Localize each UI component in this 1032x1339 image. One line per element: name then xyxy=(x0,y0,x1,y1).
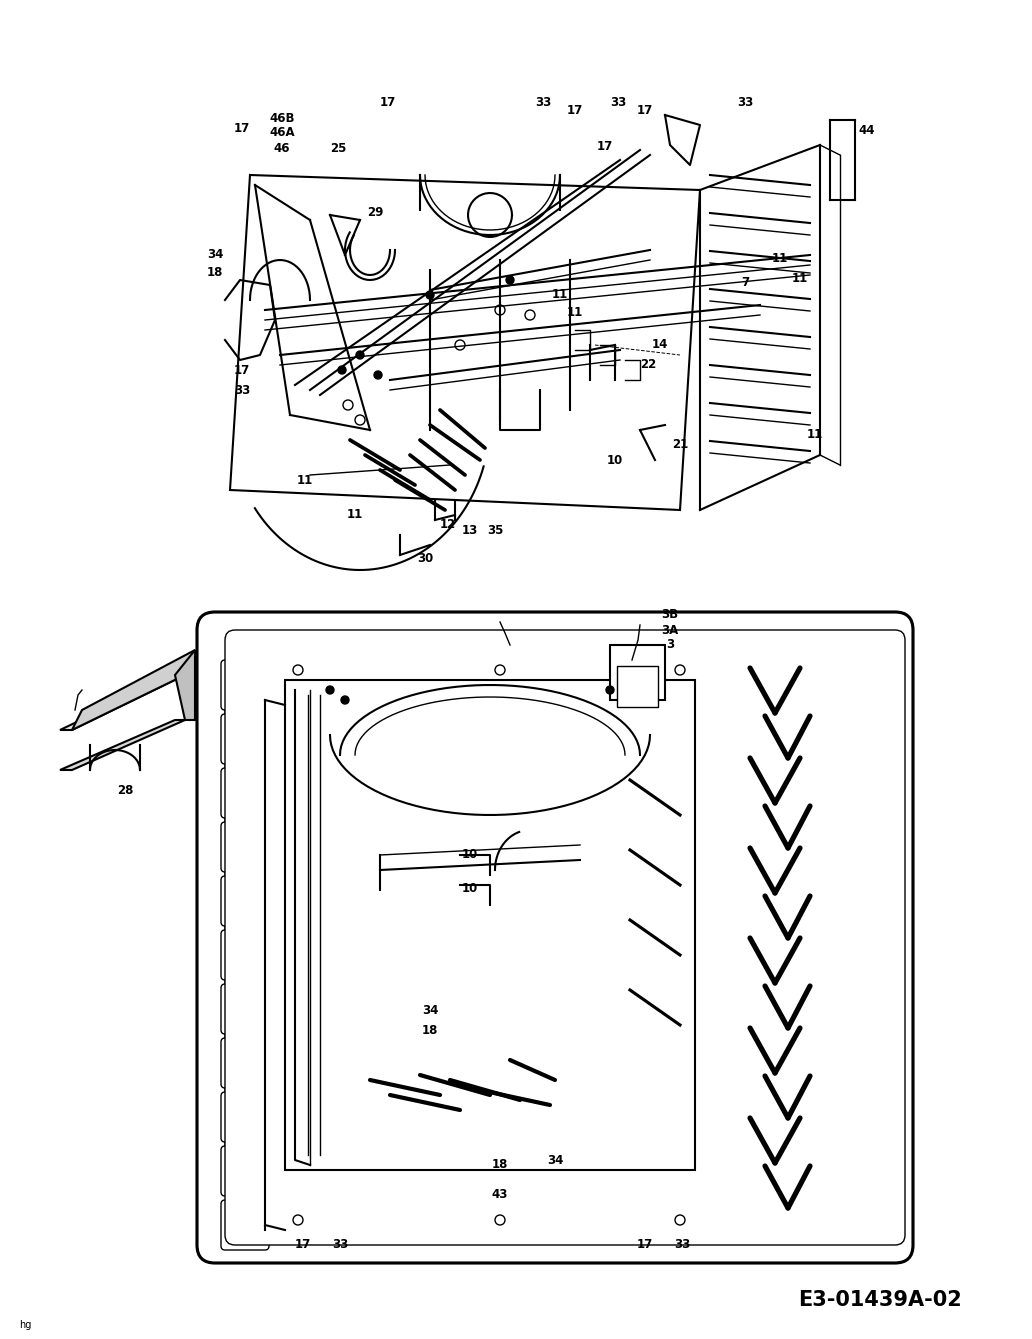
Polygon shape xyxy=(175,649,195,720)
Text: 30: 30 xyxy=(417,552,433,565)
Text: 11: 11 xyxy=(552,288,569,301)
Text: 43: 43 xyxy=(492,1189,508,1201)
Text: 46A: 46A xyxy=(269,126,295,139)
Bar xyxy=(617,665,658,707)
Circle shape xyxy=(338,366,346,374)
Text: E3-01439A-02: E3-01439A-02 xyxy=(798,1289,962,1310)
FancyBboxPatch shape xyxy=(221,984,269,1034)
Text: 18: 18 xyxy=(206,265,223,279)
Text: 28: 28 xyxy=(117,783,133,797)
Text: 17: 17 xyxy=(234,122,250,134)
FancyBboxPatch shape xyxy=(225,781,266,842)
FancyBboxPatch shape xyxy=(225,1010,266,1070)
FancyBboxPatch shape xyxy=(225,838,266,898)
FancyBboxPatch shape xyxy=(221,714,269,765)
Text: 21: 21 xyxy=(672,438,688,451)
FancyBboxPatch shape xyxy=(221,876,269,927)
Text: 12: 12 xyxy=(440,518,456,532)
Text: 17: 17 xyxy=(637,1239,653,1252)
Bar xyxy=(285,680,695,1170)
Circle shape xyxy=(326,686,334,694)
Text: 10: 10 xyxy=(607,454,623,466)
FancyBboxPatch shape xyxy=(225,631,905,1245)
Text: 17: 17 xyxy=(380,96,396,110)
Text: 35: 35 xyxy=(487,524,504,537)
Text: 11: 11 xyxy=(807,428,824,442)
Text: 3A: 3A xyxy=(662,624,679,636)
Text: 33: 33 xyxy=(535,96,551,110)
Text: 29: 29 xyxy=(366,206,383,220)
FancyBboxPatch shape xyxy=(225,952,266,1014)
Text: 18: 18 xyxy=(492,1158,508,1172)
Polygon shape xyxy=(60,720,185,770)
Text: 44: 44 xyxy=(859,123,875,137)
Text: 17: 17 xyxy=(567,103,583,116)
Text: 17: 17 xyxy=(637,103,653,116)
Text: 33: 33 xyxy=(610,96,626,110)
Text: 7: 7 xyxy=(741,276,749,288)
Text: 46: 46 xyxy=(273,142,290,154)
FancyBboxPatch shape xyxy=(221,1200,269,1251)
Text: 11: 11 xyxy=(347,509,363,521)
Circle shape xyxy=(506,276,514,284)
Text: 25: 25 xyxy=(330,142,346,154)
Text: 17: 17 xyxy=(596,141,613,154)
Text: 11: 11 xyxy=(792,272,808,284)
FancyBboxPatch shape xyxy=(221,660,269,710)
Text: 33: 33 xyxy=(737,96,753,110)
Text: 10: 10 xyxy=(462,881,478,894)
Circle shape xyxy=(426,291,434,299)
Circle shape xyxy=(374,371,382,379)
Text: 11: 11 xyxy=(772,252,788,265)
Circle shape xyxy=(341,696,349,704)
Text: 3: 3 xyxy=(666,639,674,652)
Text: 46B: 46B xyxy=(269,111,295,125)
Text: 22: 22 xyxy=(640,359,656,371)
FancyBboxPatch shape xyxy=(225,667,266,728)
Text: 18: 18 xyxy=(422,1023,439,1036)
FancyBboxPatch shape xyxy=(197,612,913,1263)
FancyBboxPatch shape xyxy=(225,894,266,956)
Text: 33: 33 xyxy=(674,1239,690,1252)
FancyBboxPatch shape xyxy=(221,1093,269,1142)
Text: 11: 11 xyxy=(297,474,313,486)
FancyBboxPatch shape xyxy=(225,724,266,785)
Text: 34: 34 xyxy=(206,249,223,261)
Polygon shape xyxy=(60,675,185,730)
Circle shape xyxy=(356,351,364,359)
Text: 17: 17 xyxy=(295,1239,311,1252)
FancyBboxPatch shape xyxy=(221,769,269,818)
Bar xyxy=(610,645,665,700)
FancyBboxPatch shape xyxy=(225,1066,266,1127)
Text: 34: 34 xyxy=(422,1003,439,1016)
Polygon shape xyxy=(72,649,195,730)
Text: 10: 10 xyxy=(462,849,478,861)
Text: 11: 11 xyxy=(567,305,583,319)
FancyBboxPatch shape xyxy=(221,822,269,872)
Text: 33: 33 xyxy=(332,1239,348,1252)
Text: hg: hg xyxy=(19,1320,31,1330)
Text: 14: 14 xyxy=(652,339,668,352)
Text: 34: 34 xyxy=(547,1153,563,1166)
Text: 13: 13 xyxy=(462,524,478,537)
Text: 33: 33 xyxy=(234,383,250,396)
Text: 3B: 3B xyxy=(662,608,679,621)
Text: 17: 17 xyxy=(234,363,250,376)
FancyBboxPatch shape xyxy=(225,1123,266,1184)
FancyBboxPatch shape xyxy=(221,931,269,980)
FancyBboxPatch shape xyxy=(221,1038,269,1089)
Circle shape xyxy=(606,686,614,694)
FancyBboxPatch shape xyxy=(221,1146,269,1196)
